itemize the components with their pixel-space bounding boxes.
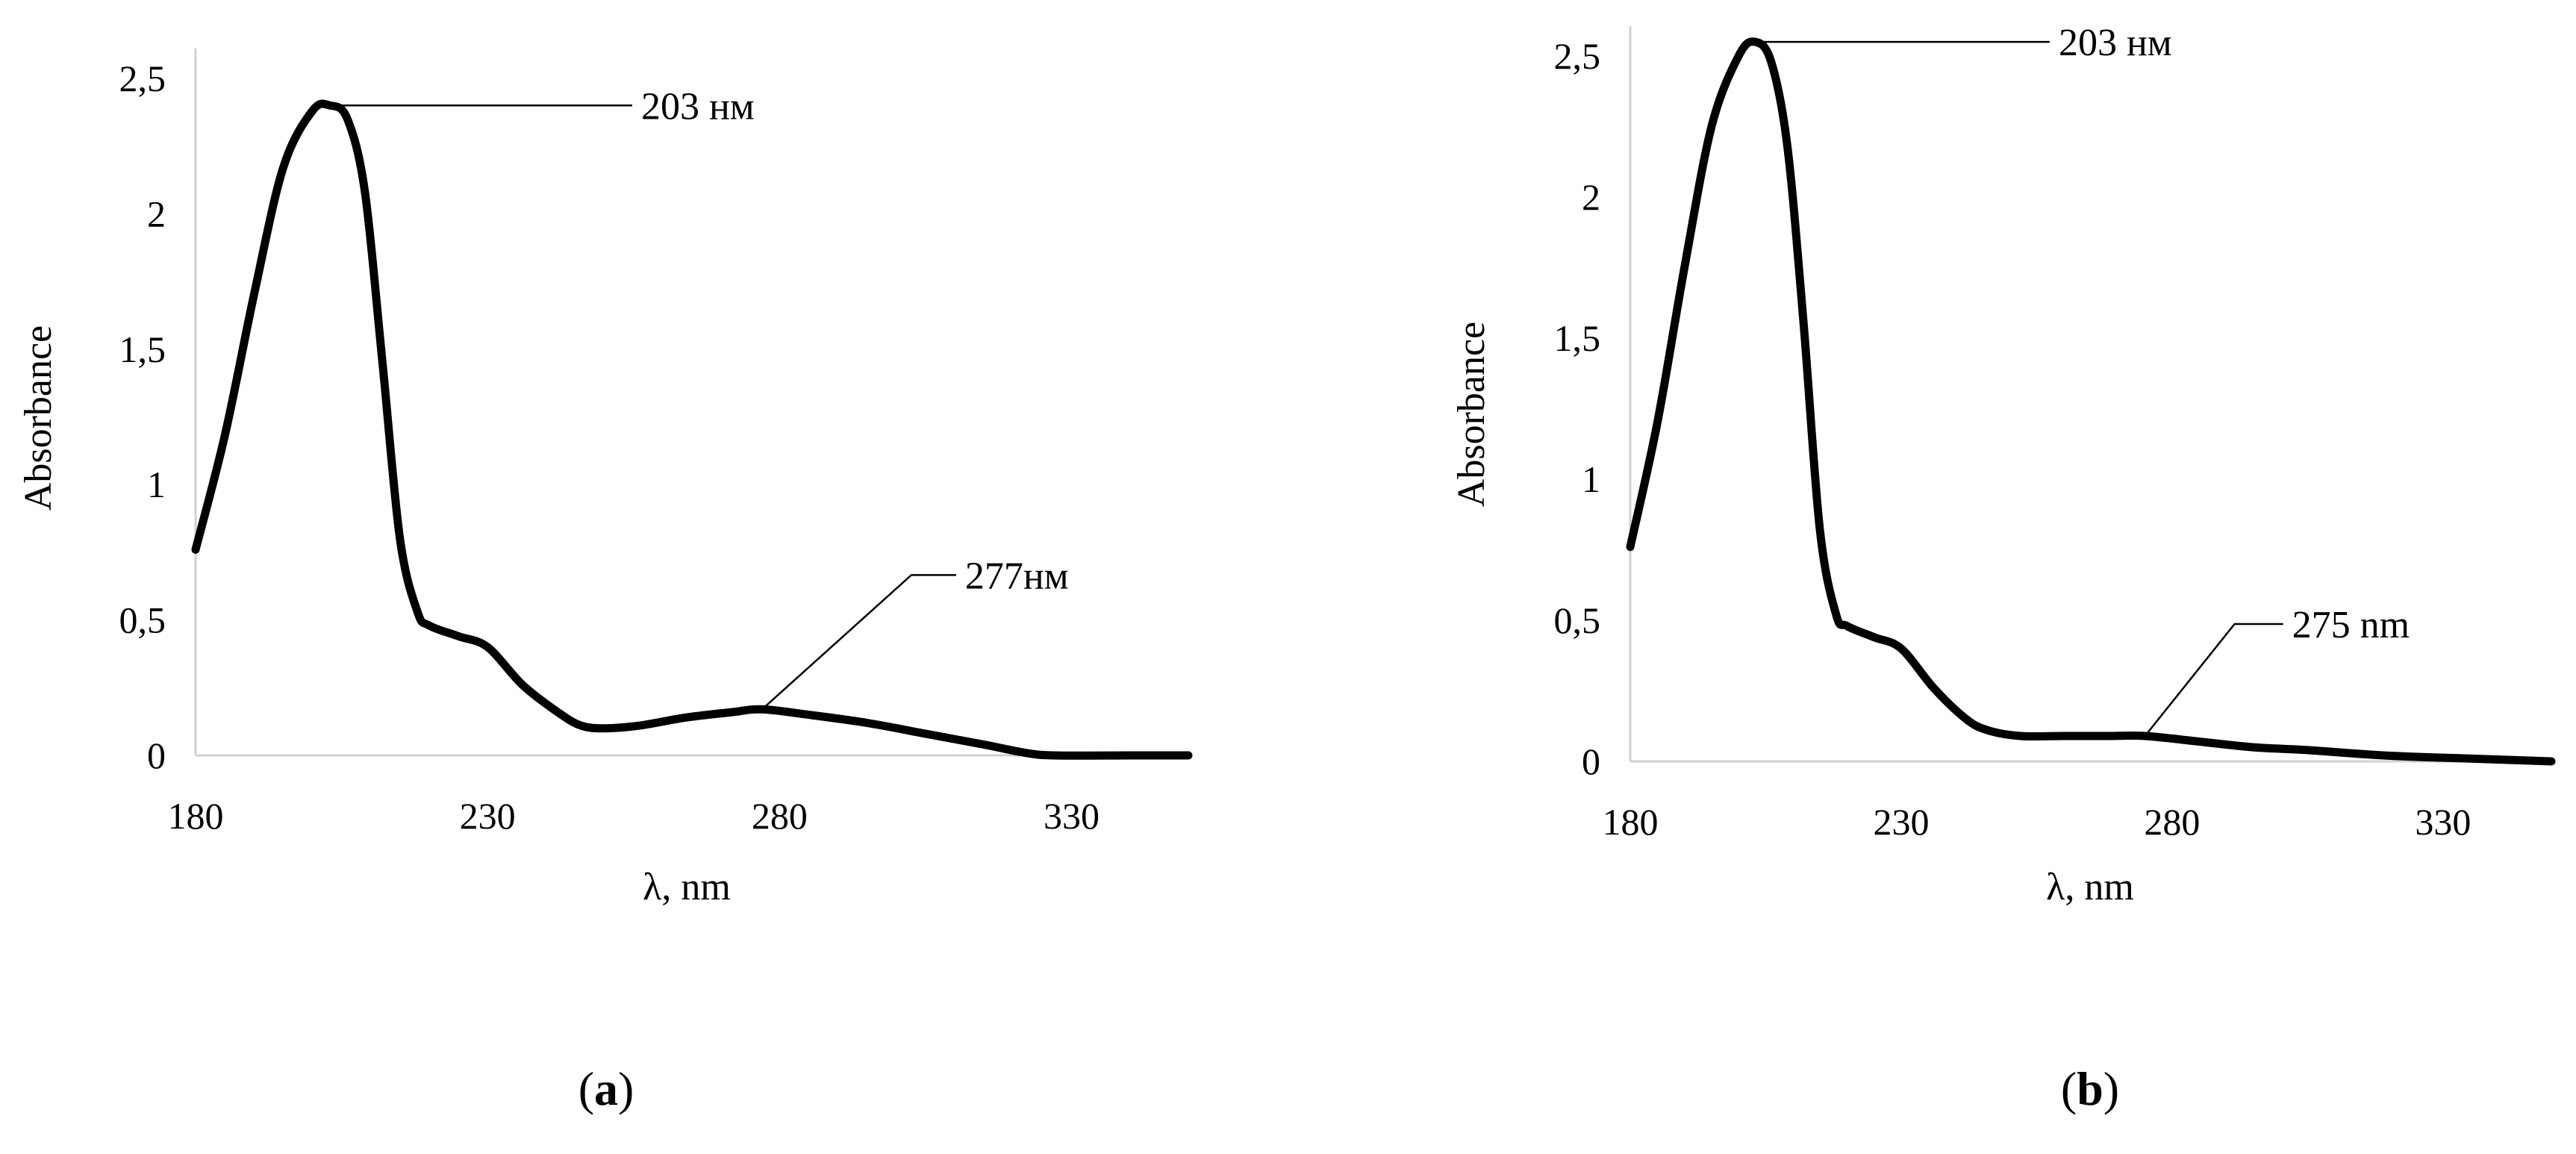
x-tick-label: 280 (2144, 801, 2200, 843)
x-tick-label: 180 (1603, 801, 1659, 843)
y-axis-title: Absorbance (17, 325, 60, 511)
x-axis-title: λ, nm (2046, 866, 2134, 908)
x-tick-label: 330 (1044, 795, 1100, 837)
peak-annotation-label: 203 нм (2059, 22, 2172, 64)
annotation-leader-line (761, 574, 956, 711)
y-tick-label: 0,5 (1554, 599, 1601, 641)
peak-annotation-label: 277нм (965, 555, 1069, 597)
y-tick-label: 0 (1582, 740, 1600, 782)
y-tick-label: 1,5 (119, 328, 166, 370)
y-tick-label: 2,5 (119, 57, 166, 99)
peak-annotation-label: 275 nm (2292, 604, 2410, 646)
y-tick-label: 0,5 (119, 599, 166, 641)
chart-panel-a: 0 0,5 1 1,5 2 2,5 180 230 280 330 λ, nm Absorbance 2… (17, 49, 1193, 1115)
x-tick-label: 230 (1873, 801, 1929, 843)
x-tick-label: 230 (460, 795, 516, 837)
x-axis-title: λ, nm (643, 866, 731, 908)
x-tick-label: 280 (752, 795, 808, 837)
y-tick-label: 2,5 (1554, 35, 1601, 77)
annotation-leader-line (2144, 623, 2283, 737)
y-axis-title: Absorbance (1450, 322, 1493, 507)
y-tick-label: 1,5 (1554, 317, 1601, 359)
absorbance-series-line (1626, 37, 2556, 766)
peak-annotation-label: 203 нм (641, 85, 755, 128)
absorbance-series-line (191, 99, 1193, 760)
x-tick-label: 180 (168, 795, 224, 837)
y-tick-label: 2 (147, 193, 166, 234)
y-tick-label: 1 (1582, 458, 1600, 500)
x-tick-label: 330 (2415, 801, 2471, 843)
y-tick-label: 1 (147, 464, 166, 505)
y-tick-label: 2 (1582, 176, 1600, 218)
chart-panel-b: 0 0,5 1 1,5 2 2,5 180 230 280 330 λ, nm Absorbance 2… (1450, 22, 2556, 1115)
panel-label: (a) (578, 1062, 634, 1115)
y-tick-label: 0 (147, 734, 166, 776)
panel-label: (b) (2061, 1062, 2119, 1115)
